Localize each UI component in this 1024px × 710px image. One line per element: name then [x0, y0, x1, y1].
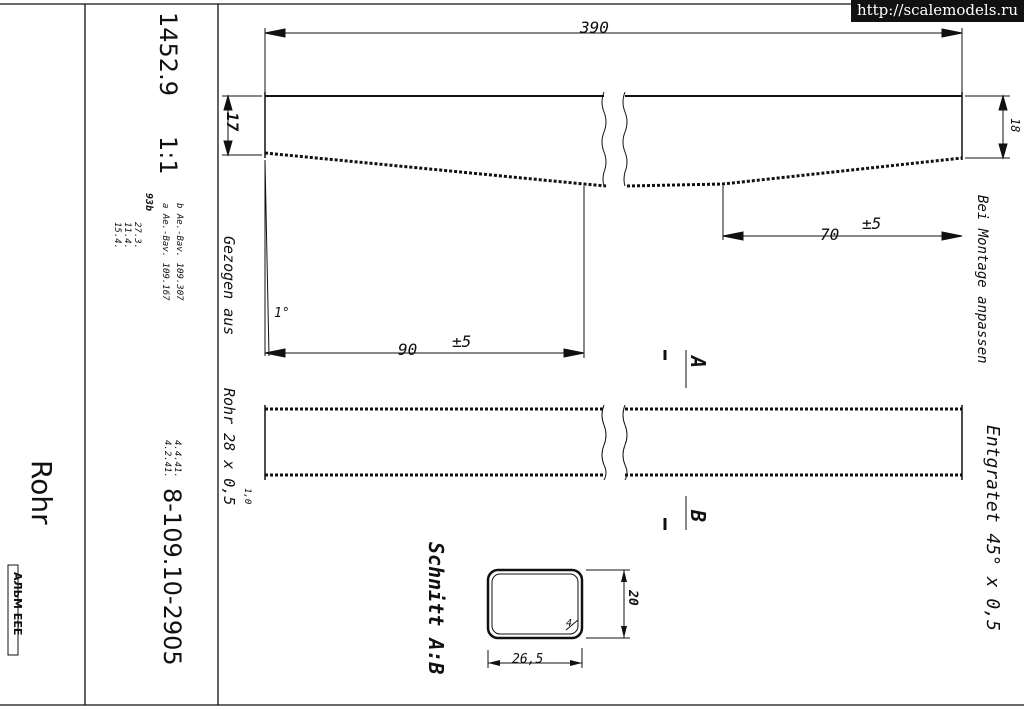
- stamp-box: [7, 564, 19, 656]
- dim-taper-left: 90: [398, 340, 418, 359]
- dim-section-width: 26,5: [512, 652, 544, 667]
- revision-a: a Ae.-Bav. 109.167: [160, 203, 170, 301]
- dim-taper-left-tol: ±5: [452, 332, 472, 351]
- note-montage: Bei Montage anpassen: [974, 195, 990, 364]
- tube-plan-view: [264, 404, 963, 481]
- part-name: Rohr: [25, 460, 58, 525]
- dim-height-right: 18: [1008, 118, 1022, 133]
- dim-height-left: 17: [223, 112, 242, 132]
- dim-taper-right-tol: ±5: [862, 214, 882, 233]
- note-tube: Rohr 28 x 0,5: [220, 388, 238, 506]
- revision-b: b Ae.-Bav. 109.307: [174, 203, 184, 301]
- dim-angle: 1°: [274, 306, 290, 321]
- stamp-text: АЛЬМ ЕЕЕ: [11, 572, 24, 636]
- drawing-scale: 1:1: [154, 136, 182, 175]
- section-title: Schnitt A:B: [424, 542, 448, 675]
- dim-section-radius: 4: [566, 618, 573, 629]
- section-arrows: [488, 570, 627, 666]
- revision-code: 93b: [143, 193, 154, 212]
- cut-mark-a: A: [686, 356, 710, 369]
- note-tube-tol: 1,0: [242, 488, 252, 505]
- note-drawn-from: Gezogen aus: [220, 236, 238, 336]
- date-2: 11.4.: [122, 222, 132, 250]
- tube-side-view: [264, 91, 963, 188]
- approval-1: 4.4.41.: [172, 440, 182, 478]
- section-view: [486, 568, 630, 668]
- part-number: 8-109.10-2905: [158, 488, 186, 666]
- dim-section-height: 20: [625, 590, 640, 606]
- date-1: 27.3.: [132, 222, 142, 250]
- note-deburr: Entgratet 45° x 0,5: [982, 425, 1003, 631]
- approval-2: 4.2.41.: [162, 440, 172, 478]
- dim-length-total: 390: [580, 18, 609, 37]
- dimension-lines: [222, 28, 1010, 530]
- drawing-number: 1452.9: [154, 12, 182, 96]
- date-3: 15.4.: [112, 222, 122, 250]
- watermark: http://scalemodels.ru: [850, 0, 1024, 22]
- cut-mark-b: B: [686, 510, 710, 523]
- title-block-frame: [0, 3, 1024, 706]
- dim-taper-right: 70: [820, 225, 840, 244]
